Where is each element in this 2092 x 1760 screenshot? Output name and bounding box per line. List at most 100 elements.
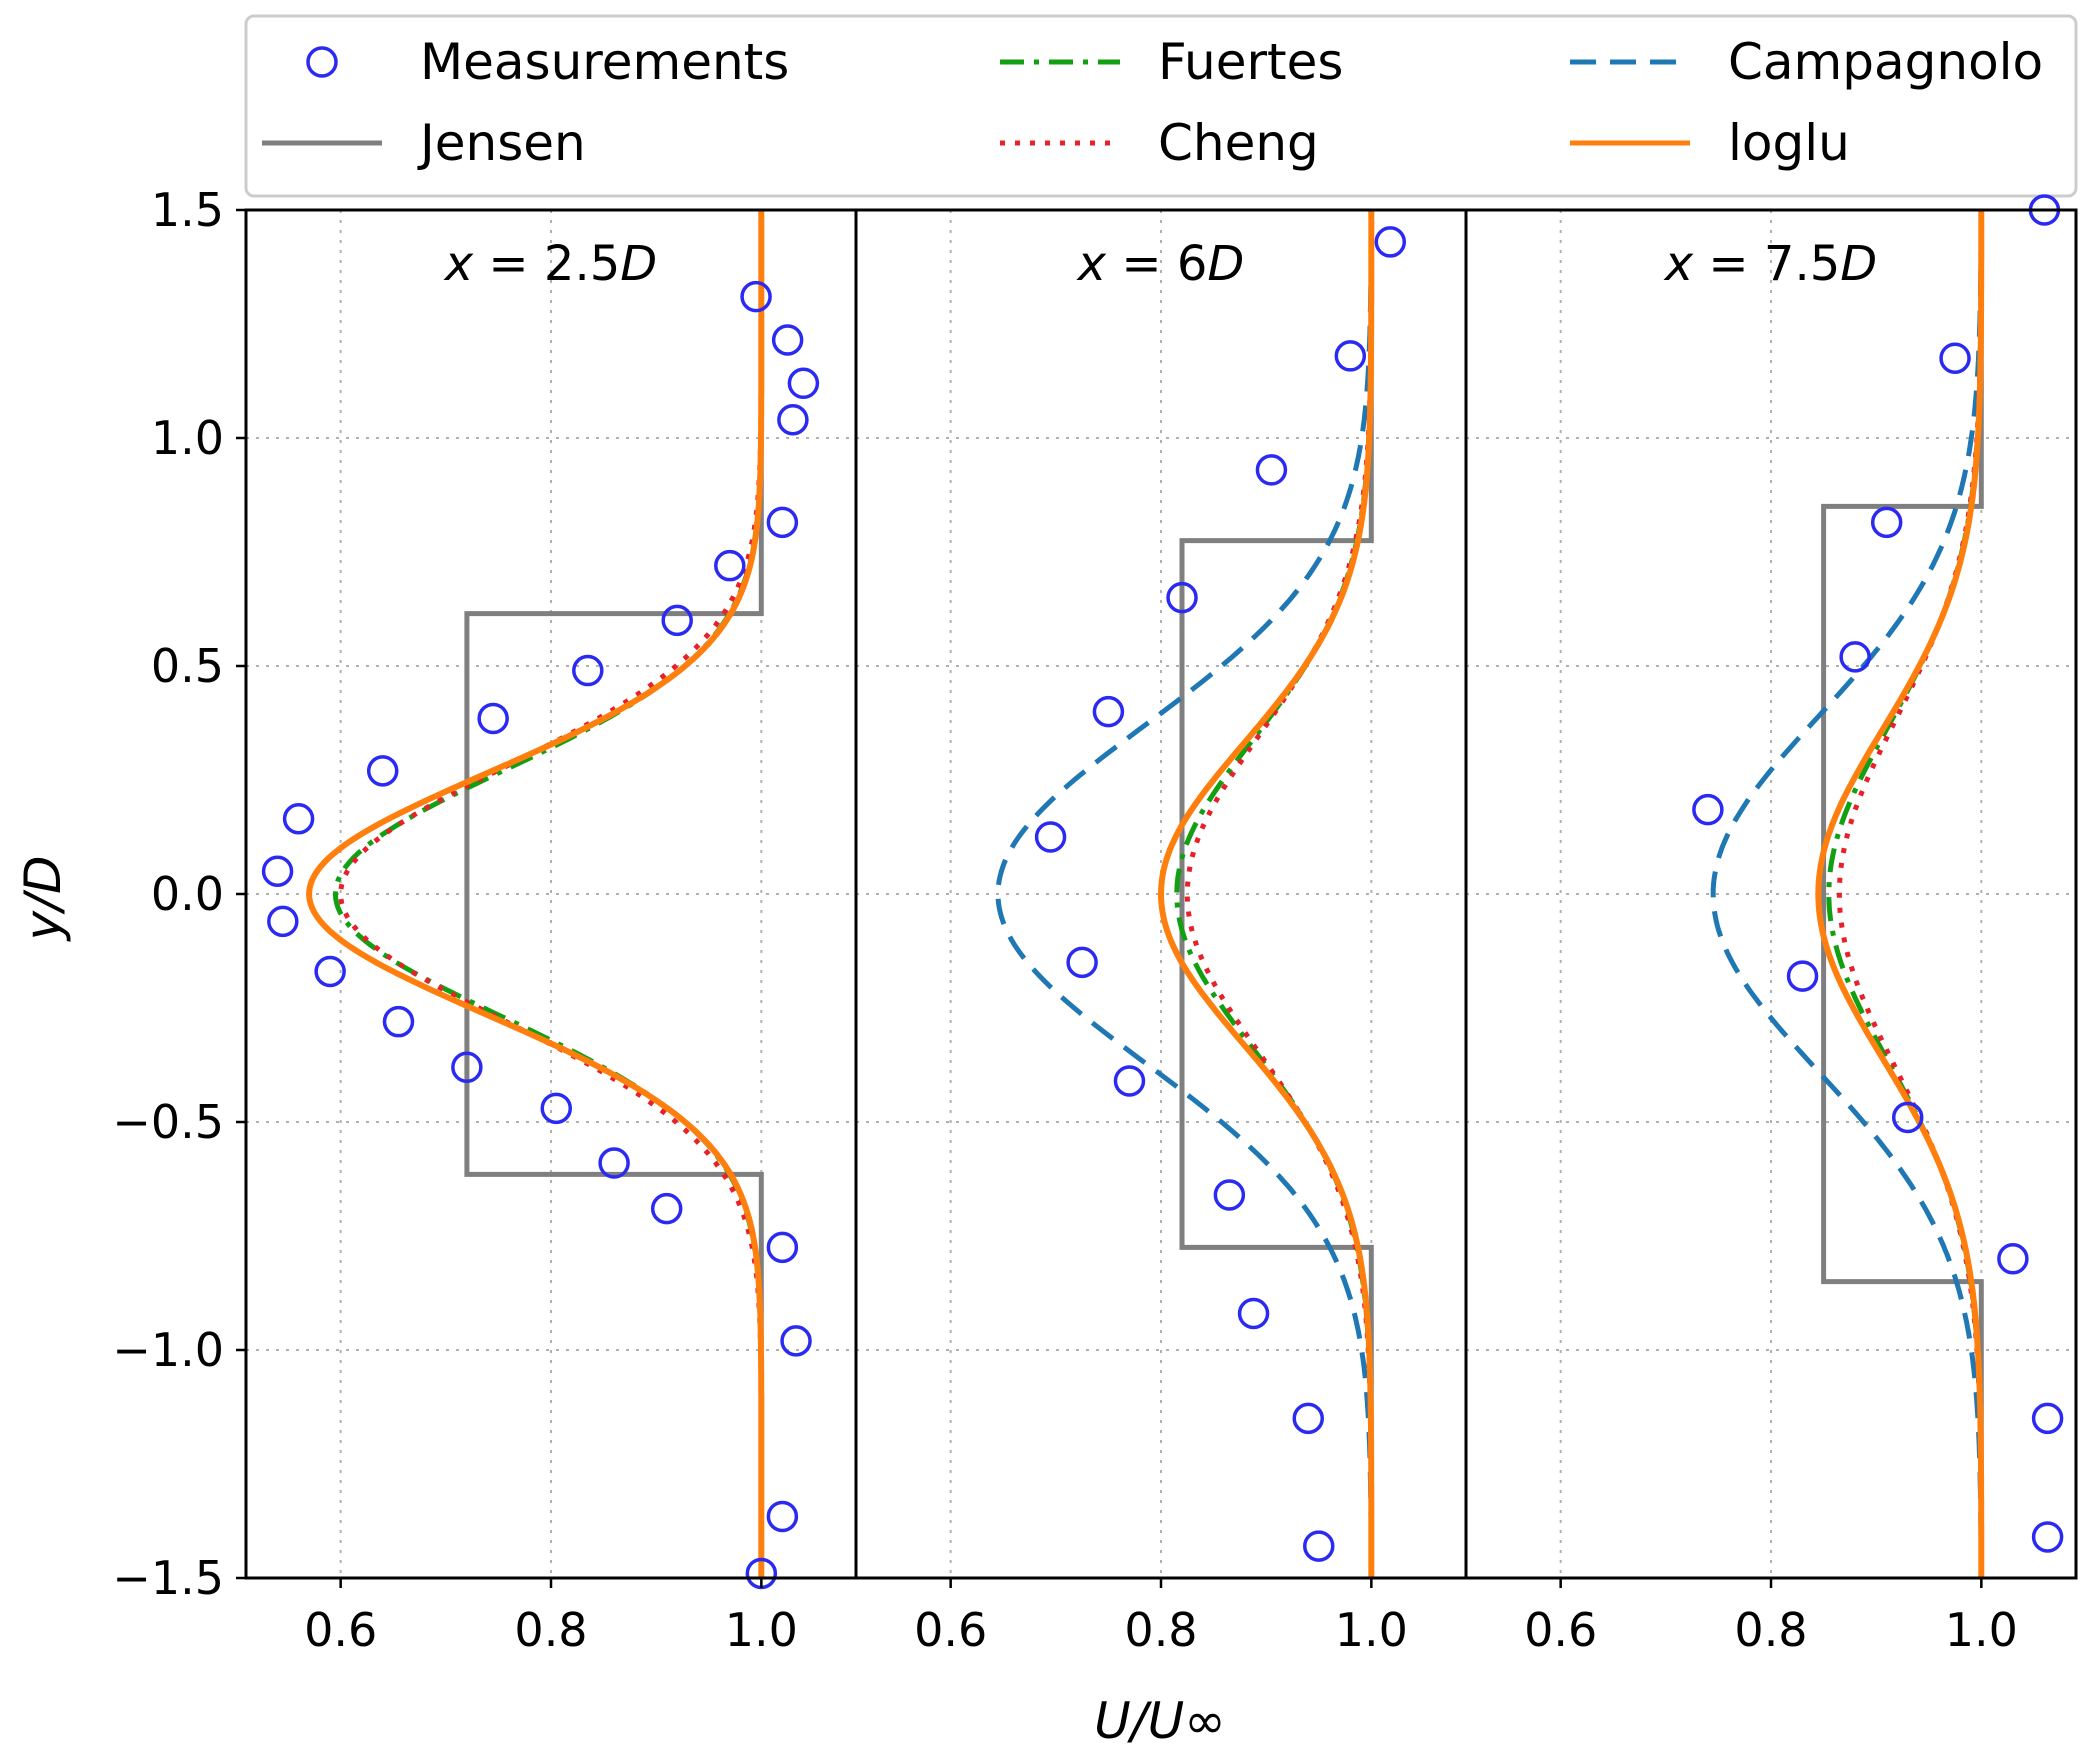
x-tick-label: 1.0 — [725, 1603, 798, 1657]
series-jensen — [1821, 210, 1984, 1578]
panel-1: x = 2.5D 0.6 0.8 1.0 — [244, 208, 858, 1657]
measurement-point — [766, 1500, 799, 1533]
panel-title-lhs: x — [1076, 236, 1107, 292]
series-campagnolo — [1710, 210, 1984, 1578]
measurement-point — [451, 1051, 483, 1084]
measurement-point — [598, 1147, 630, 1179]
legend: Measurements Fuertes Campagnolo Jensen Cheng… — [244, 14, 2078, 198]
series-jensen — [1179, 210, 1374, 1578]
measurement-point — [780, 1325, 812, 1357]
series-loglu — [306, 210, 765, 1578]
legend-label: loglu — [1728, 114, 1850, 172]
legend-marker — [306, 46, 338, 78]
panel-title-rhs-unit: D — [1840, 236, 1877, 292]
measurement-point — [1692, 793, 1724, 826]
legend-entry-jensen: Jensen — [262, 114, 586, 172]
measurement-point — [766, 1231, 799, 1264]
legend-label: Jensen — [417, 114, 586, 172]
measurement-point — [1213, 1179, 1246, 1211]
measurement-point — [740, 280, 772, 313]
x-axis-label: U/U∞ — [1094, 1692, 1226, 1750]
series-measurements — [261, 280, 820, 1590]
panel-title-eq: = — [1693, 236, 1764, 292]
series-loglu — [1157, 210, 1375, 1578]
y-tick-labels: 1.5 1.0 0.5 0.0 −0.5 −1.0 −1.5 — [112, 183, 246, 1605]
panel-title: x = 6D — [1076, 236, 1245, 292]
measurement-point — [1786, 960, 1819, 992]
measurement-point — [771, 324, 804, 356]
x-tick-label: 0.8 — [1124, 1603, 1197, 1657]
measurement-point — [1870, 506, 1903, 539]
series-measurements — [1034, 226, 1407, 1562]
x-tick-label: 0.8 — [1734, 1603, 1807, 1657]
measurement-point — [1113, 1065, 1146, 1097]
panel-title: x = 2.5D — [443, 236, 657, 292]
y-axis-label: y/D — [14, 856, 72, 943]
panel-title-lhs: x — [1663, 236, 1694, 292]
measurement-point — [1237, 1297, 1270, 1330]
y-tick-label: 0.5 — [151, 639, 224, 693]
x-tick-label: 0.6 — [1524, 1603, 1597, 1657]
y-tick-label: 1.5 — [151, 183, 224, 237]
measurement-point — [661, 604, 693, 637]
x-tick-label: 0.6 — [304, 1603, 377, 1657]
y-tick-label: 0.0 — [151, 867, 224, 921]
measurement-point — [766, 506, 799, 539]
curves — [995, 210, 1375, 1578]
panel-2: x = 6D 0.6 0.8 1.0 — [854, 208, 1468, 1657]
legend-entry-cheng: Cheng — [1000, 114, 1319, 172]
measurement-point — [1334, 340, 1367, 372]
measurement-point — [267, 905, 299, 938]
panel-3: x = 7.5D 0.6 0.8 1.0 — [1464, 194, 2078, 1657]
legend-label: Fuertes — [1158, 33, 1343, 91]
measurement-point — [1303, 1530, 1335, 1562]
measurement-point — [477, 702, 509, 735]
x-tick-label: 1.0 — [1335, 1603, 1408, 1657]
measurement-point — [572, 654, 604, 687]
legend-entry-loglu: loglu — [1570, 114, 1850, 172]
legend-label: Measurements — [420, 33, 789, 91]
measurement-point — [2031, 1402, 2064, 1435]
y-tick-label: 1.0 — [151, 411, 224, 465]
legend-label: Campagnolo — [1728, 33, 2043, 91]
panels: x = 2.5D0.6 0.8 1.0x = 6D0.6 0.8 1.0x = 7.5D… — [244, 194, 2078, 1657]
series-jensen — [464, 210, 764, 1578]
panel-title-rhs-num: 7.5 — [1764, 236, 1840, 292]
legend-entry-meas: Measurements — [306, 33, 789, 91]
measurement-point — [1034, 821, 1067, 853]
legend-label: Cheng — [1158, 114, 1319, 172]
x-tick-label: 0.6 — [914, 1603, 987, 1657]
measurement-point — [787, 367, 820, 400]
curves — [306, 210, 765, 1578]
panel-title: x = 7.5D — [1663, 236, 1877, 292]
legend-entry-campagnolo: Campagnolo — [1570, 33, 2043, 91]
measurement-point — [2031, 1521, 2064, 1553]
curves — [1710, 210, 1985, 1578]
measurement-point — [366, 755, 399, 787]
measurement-point — [540, 1092, 573, 1125]
measurement-point — [1255, 454, 1288, 486]
y-tick-label: −0.5 — [112, 1095, 224, 1149]
y-tick-label: −1.5 — [112, 1551, 224, 1605]
measurement-point — [1891, 1101, 1924, 1134]
legend-entry-fuertes: Fuertes — [1000, 33, 1343, 91]
x-tick-label: 1.0 — [1945, 1603, 2018, 1657]
panel-title-rhs-num: 2.5 — [544, 236, 620, 292]
measurement-point — [261, 855, 294, 887]
measurement-point — [1092, 695, 1125, 728]
measurement-point — [1997, 1243, 2029, 1275]
measurement-point — [1939, 342, 1971, 374]
panel-title-eq: = — [1106, 236, 1177, 292]
measurement-point — [282, 803, 315, 835]
measurement-point — [1374, 226, 1407, 258]
panel-title-lhs: x — [443, 236, 474, 292]
panel-title-rhs-unit: D — [620, 236, 657, 292]
measurement-point — [314, 955, 346, 988]
measurement-point — [382, 1005, 415, 1038]
measurement-point — [650, 1192, 683, 1225]
measurement-point — [777, 404, 809, 436]
y-tick-label: −1.0 — [112, 1323, 224, 1377]
measurement-point — [1066, 946, 1098, 979]
measurement-point — [1166, 581, 1198, 614]
